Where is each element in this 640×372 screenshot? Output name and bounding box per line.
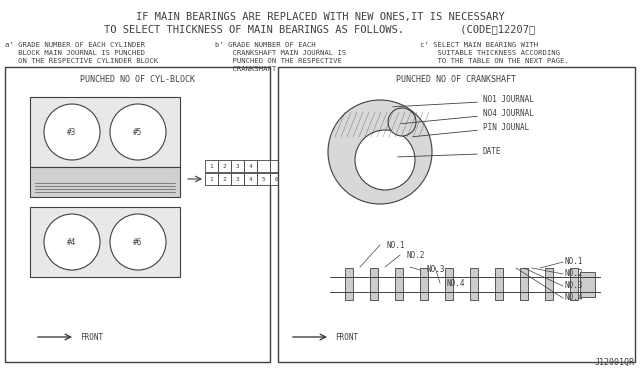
Bar [278,67,635,362]
Bar [231,160,244,172]
Text: 5: 5 [262,176,266,182]
Text: PIN JOUNAL: PIN JOUNAL [483,122,529,131]
Bar [205,173,218,185]
Bar [495,268,503,300]
Text: NO.1: NO.1 [565,257,584,266]
Text: NO.4: NO.4 [447,279,465,288]
Bar [470,268,478,300]
Bar [345,268,353,300]
Text: NO.2: NO.2 [407,250,426,260]
Bar [370,268,378,300]
Text: PUNCHED NO OF CYL-BLOCK: PUNCHED NO OF CYL-BLOCK [80,75,195,84]
Text: #3: #3 [67,128,77,137]
Circle shape [388,108,416,136]
Bar [30,167,180,197]
Text: NO.3: NO.3 [565,282,584,291]
Text: #6: #6 [133,237,143,247]
Text: FRONT: FRONT [80,333,103,341]
Text: NO4 JOURNAL: NO4 JOURNAL [483,109,534,118]
Bar [205,160,218,172]
Text: DATE: DATE [483,147,502,155]
Text: 6: 6 [275,176,278,182]
Bar [30,97,180,167]
Text: IF MAIN BEARINGS ARE REPLACED WITH NEW ONES,IT IS NECESSARY: IF MAIN BEARINGS ARE REPLACED WITH NEW O… [136,12,504,22]
Circle shape [110,104,166,160]
Bar [244,173,257,185]
Bar [395,268,403,300]
Text: 1: 1 [210,164,213,169]
Text: c’ SELECT MAIN BEARING WITH
    SUITABLE THICKNESS ACCORDING
    TO THE TABLE ON: c’ SELECT MAIN BEARING WITH SUITABLE THI… [420,42,569,64]
Bar [570,268,578,300]
Bar [520,268,528,300]
Text: 4: 4 [248,176,252,182]
Circle shape [110,214,166,270]
Text: NO.2: NO.2 [565,269,584,279]
Circle shape [44,214,100,270]
Bar [270,173,283,185]
Bar [5,67,270,362]
Text: 1: 1 [210,176,213,182]
Text: #5: #5 [133,128,143,137]
Text: J12001QR: J12001QR [595,358,635,367]
Circle shape [355,130,415,190]
Text: NO.4: NO.4 [565,294,584,302]
Text: a’ GRADE NUMBER OF EACH CYLINDER
   BLOCK MAIN JOURNAL IS PUNCHED
   ON THE RESP: a’ GRADE NUMBER OF EACH CYLINDER BLOCK M… [5,42,158,64]
Text: NO.3: NO.3 [427,266,445,275]
Bar [270,160,283,172]
Bar [257,160,270,172]
Text: b’ GRADE NUMBER OF EACH
    CRANKSHAFT MAIN JOURNAL IS
    PUNCHED ON THE RESPEC: b’ GRADE NUMBER OF EACH CRANKSHAFT MAIN … [215,42,346,72]
Text: PUNCHED NO OF CRANKSHAFT: PUNCHED NO OF CRANKSHAFT [397,75,516,84]
Text: NO.1: NO.1 [387,241,406,250]
Text: NO1 JOURNAL: NO1 JOURNAL [483,94,534,103]
Text: FRONT: FRONT [335,333,358,341]
Bar [231,173,244,185]
Bar [218,173,231,185]
Bar [218,160,231,172]
Circle shape [328,100,432,204]
Bar [420,268,428,300]
Text: 4: 4 [248,164,252,169]
Bar [30,207,180,277]
Text: 2: 2 [223,164,227,169]
Bar [445,268,453,300]
Bar [580,272,595,297]
Text: 3: 3 [236,176,239,182]
Text: 2: 2 [223,176,227,182]
Bar [257,173,270,185]
Bar [244,160,257,172]
Bar [545,268,553,300]
Text: #4: #4 [67,237,77,247]
Text: 3: 3 [236,164,239,169]
Circle shape [44,104,100,160]
Text: TO SELECT THICKNESS OF MAIN BEARINGS AS FOLLOWS.         (CODE。12207〉: TO SELECT THICKNESS OF MAIN BEARINGS AS … [104,24,536,34]
